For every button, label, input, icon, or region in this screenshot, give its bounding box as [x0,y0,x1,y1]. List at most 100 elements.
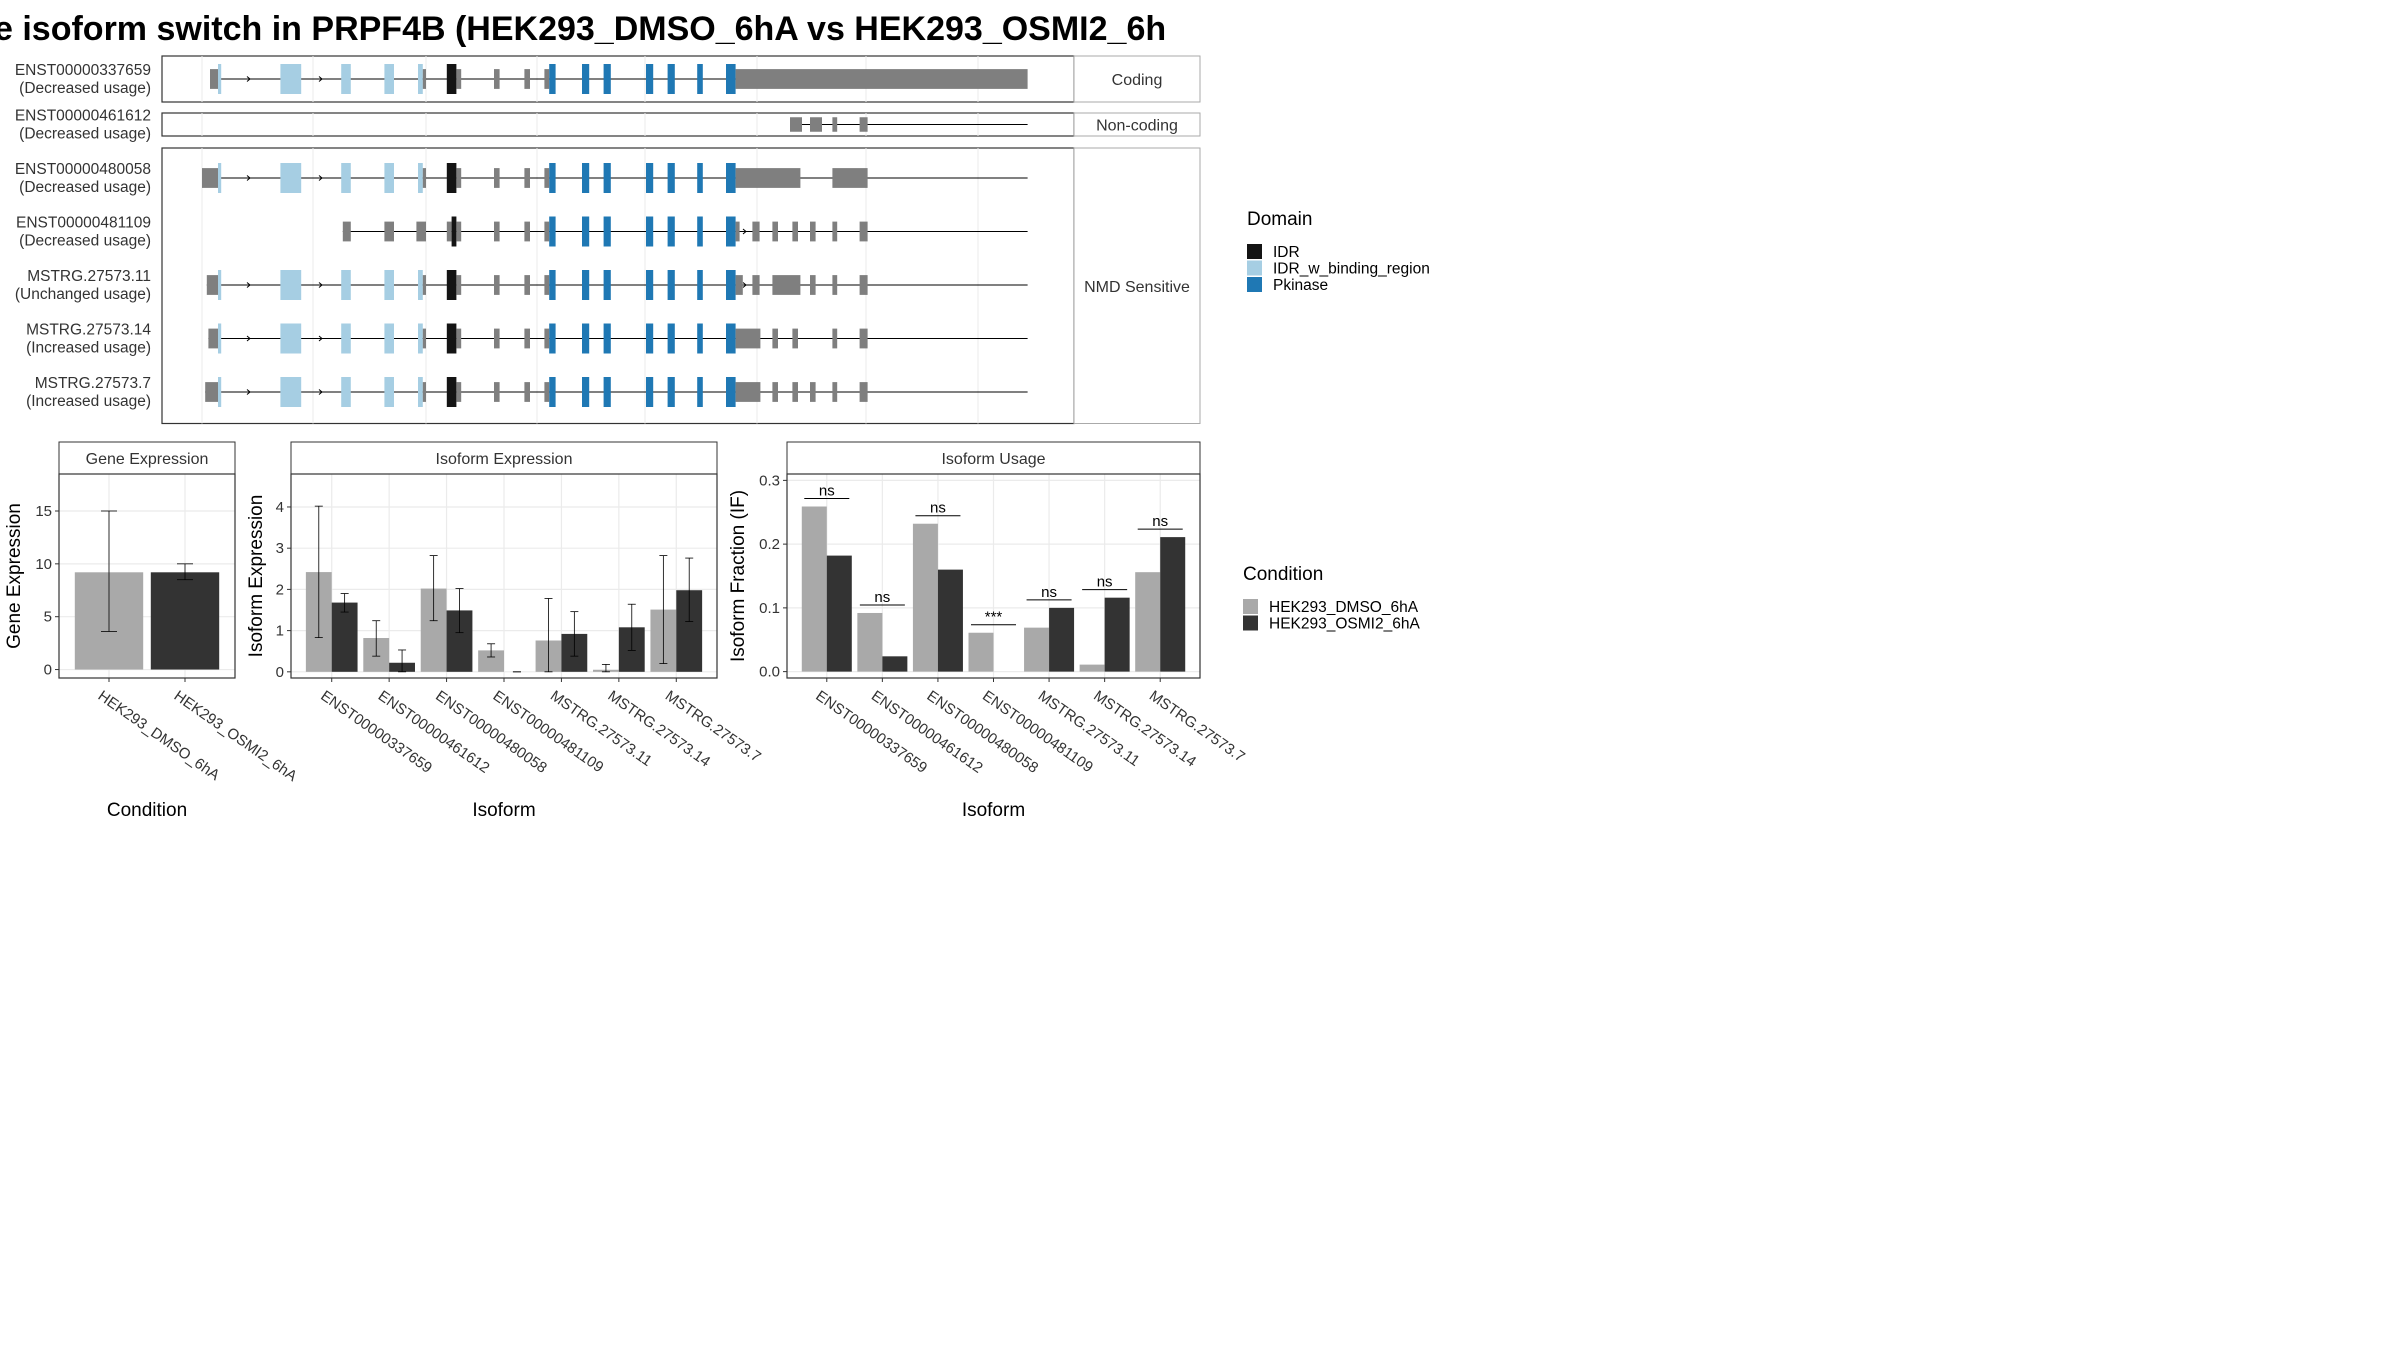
significance-label: ns [1041,584,1057,601]
transcript-ENST00000481109: ENST00000481109(Decreased usage) [16,215,1028,250]
condition-legend-swatch [1243,599,1258,614]
structure-group-coding: Coding ENST00000337659(Decreased usage) [15,55,1201,103]
transcript-MSTRG.27573.14: MSTRG.27573.14(Increased usage) [26,322,1028,357]
domain-legend-label: IDR_w_binding_region [1273,261,1430,278]
y-tick-label: 1 [276,623,284,640]
domain-legend-swatch [1247,244,1262,259]
exon-block [422,275,426,295]
domain-block-IDR_w_binding_region [341,64,351,94]
exon-block [544,168,550,188]
exon-block [494,69,500,89]
exon-block [524,328,530,349]
exon-block [810,275,816,295]
significance-label: ns [874,589,890,606]
chart-panel-isoform-expression: Isoform Expression01234ENST00000337659EN… [246,441,764,821]
facet-strip [1073,112,1201,137]
domain-block-IDR_w_binding_region [384,64,394,94]
strand-arrow [246,282,251,288]
strand-arrow [318,175,323,181]
exon-block [735,221,740,242]
exon-block [524,275,530,295]
domain-block-Pkinase [697,216,703,247]
domain-block-Pkinase [726,163,736,193]
y-tick-label: 0.1 [759,600,780,617]
domain-block-Pkinase [697,270,703,300]
y-tick-label: 0.0 [759,664,780,681]
domain-block-Pkinase [549,64,556,94]
domain-block-Pkinase [646,323,654,354]
isoform-switch-figure: e isoform switch in PRPF4B (HEK293_DMSO_… [0,10,1430,821]
domain-block-Pkinase [549,377,556,407]
transcript-name-label: MSTRG.27573.11 [27,268,151,285]
exon-block [772,328,778,349]
transcript-usage-label: (Decreased usage) [19,233,151,250]
domain-block-IDR_w_binding_region [218,323,222,354]
significance-label: ns [930,500,946,517]
domain-block-Pkinase [667,377,675,407]
exon-block [792,328,798,349]
domain-block-IDR [446,377,457,407]
domain-block-IDR_w_binding_region [280,323,302,354]
transcript-name-label: ENST00000480058 [15,161,151,178]
domain-block-Pkinase [582,270,590,300]
domain-block-Pkinase [667,64,675,94]
exon-block [422,328,426,349]
structure-group-non-coding: Non-coding ENST00000461612(Decreased usag… [15,108,1201,143]
bar-HEK293_OSMI2_6hA [150,572,220,670]
exon-block [859,117,868,132]
exon-block [859,328,868,349]
bar-HEK293_DMSO_6hA [1079,664,1105,672]
y-tick-label: 0.2 [759,536,780,553]
strand-arrow [742,282,747,288]
bar-HEK293_DMSO_6hA [1024,627,1050,672]
domain-block-IDR_w_binding_region [280,377,302,407]
bar-HEK293_OSMI2_6hA [331,602,358,672]
domain-block-Pkinase [582,323,590,354]
facet-strip-label: Non-coding [1096,118,1178,135]
domain-block-Pkinase [646,64,654,94]
exon-block [832,328,838,349]
domain-block-IDR_w_binding_region [341,270,351,300]
exon-block [810,117,822,132]
condition-legend-label: HEK293_OSMI2_6hA [1269,616,1420,633]
exon-block [202,168,218,188]
transcript-usage-label: (Increased usage) [26,393,151,410]
transcript-usage-label: (Increased usage) [26,340,151,357]
exon-block [494,275,500,295]
x-tick-label: HEK293_DMSO_6hA [95,687,223,784]
x-tick-label: MSTRG.27573.14 [605,687,714,770]
domain-legend-swatch [1247,260,1262,276]
exon-block [735,382,761,402]
exon-block [859,221,868,242]
x-tick-label: MSTRG.27573.14 [1090,687,1199,770]
exon-block [735,69,1028,89]
strand-arrow [742,228,747,235]
exon-block [456,69,462,89]
exon-block [832,221,838,242]
exon-block [792,221,798,242]
domain-block-IDR_w_binding_region [384,270,394,300]
exon-block [772,275,801,295]
y-tick-label: 0 [44,662,52,679]
exon-block [832,117,838,132]
y-tick-label: 0 [276,664,284,681]
exon-block [735,168,801,188]
exon-block [206,275,218,295]
domain-block-IDR_w_binding_region [280,64,302,94]
bar-HEK293_DMSO_6hA [1135,572,1161,672]
strand-arrow [318,389,323,395]
exon-block [735,275,743,295]
strand-arrow [246,389,251,395]
domain-block-IDR_w_binding_region [218,377,222,407]
domain-legend-swatch [1247,277,1262,292]
significance-label: *** [985,609,1003,626]
domain-block-Pkinase [646,270,654,300]
exon-block [772,221,778,242]
exon-block [524,168,530,188]
transcript-usage-label: (Unchanged usage) [15,286,151,303]
transcript-ENST00000337659: ENST00000337659(Decreased usage) [15,62,1028,97]
exon-block [859,382,868,402]
domain-block-Pkinase [582,64,590,94]
